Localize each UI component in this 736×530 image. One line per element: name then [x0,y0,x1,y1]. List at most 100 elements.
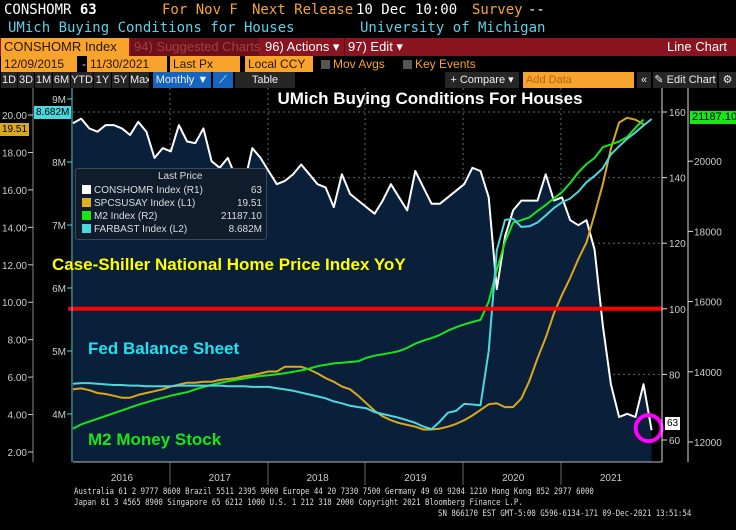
checkbox-icon [321,60,330,69]
r1-tick-label: 140 [669,174,686,185]
series-line-conshomr [72,117,653,431]
legend-item: FARBAST Index (L2) 8.682M [82,224,262,236]
survey-label: Survey [472,2,523,18]
date-range-bar: 12/09/2015 - 11/30/2021 Last Px Local CC… [0,56,736,72]
x-tick-label: 2020 [502,473,525,484]
legend-series-name: M2 Index (R2) [94,211,158,222]
footer-session: SN 866170 EST GMT-5:00 G596-6134-171 09-… [438,509,692,519]
l2-tick-label: 7M [52,221,66,232]
l1-tick-label: 12.00 [2,261,27,272]
legend-series-value: 21187.10 [221,211,262,222]
ticker: CONSHOMR [4,2,72,18]
collapse-button[interactable]: « [637,72,651,88]
next-release-date: 10 Dec 10:00 [356,2,458,18]
chart-type-label: Line Chart [667,39,727,54]
series-line-m2 [72,118,645,430]
x-tick-label: 2019 [404,473,427,484]
compare-button[interactable]: + Compare ▾ [445,72,519,88]
l2-tick-label: 8M [52,158,66,169]
ticker-value: 63 [79,2,97,18]
x-tick-label: 2016 [111,473,134,484]
checkbox-icon [403,60,412,69]
legend-item: CONSHOMR Index (R1) 63 [82,185,262,197]
r2-tick-label: 18000 [694,227,722,238]
edit-chart-button[interactable]: ✎ Edit Chart [653,72,717,88]
l1-tick-label: 2.00 [8,448,28,459]
legend-swatch [82,185,91,194]
r2-tick-label: 16000 [694,298,722,309]
period-button-max[interactable]: Max [130,72,149,88]
r1-tick-label: 80 [669,370,681,381]
period-button-1y[interactable]: 1Y [94,72,111,88]
period-button-1d[interactable]: 1D [1,72,17,88]
r2-tick-label: 12000 [694,438,722,449]
series-source: University of Michigan [360,20,546,36]
legend-item: M2 Index (R2) 21187.10 [82,211,262,223]
r1-tick-label: 160 [669,108,686,119]
l1-tick-label: 6.00 [8,373,28,384]
x-tick-label: 2021 [600,473,623,484]
legend-series-value: 8.682M [228,224,262,235]
suggested-charts-button[interactable]: 94) Suggested Charts [131,38,260,56]
survey-value: -- [528,2,545,18]
l1-tick-label: 18.00 [2,148,27,159]
mov-avgs-label: Mov Avgs [333,57,385,71]
l2-tick-label: 5M [52,347,66,358]
key-events-checkbox[interactable]: Key Events [400,56,479,72]
footer-contacts-2: Japan 81 3 4565 8900 Singapore 65 6212 1… [74,498,523,508]
period-button-5y[interactable]: 5Y [112,72,129,88]
legend-item: SPCSUSAY Index (L1) 19.51 [82,198,262,210]
field-select[interactable]: Last Px [170,56,240,72]
r1-tick-label: 100 [669,305,686,316]
series-line-farbast [72,118,653,431]
period-button-3d[interactable]: 3D [18,72,34,88]
line-chart-icon[interactable]: ⟋ [213,72,233,88]
currency-select[interactable]: Local CCY [245,56,313,72]
x-tick-label: 2018 [306,473,329,484]
mov-avgs-checkbox[interactable]: Mov Avgs [318,56,388,72]
annotation-m2: M2 Money Stock [88,430,222,449]
l1-tick-label: 8.00 [8,336,28,347]
annotation-fed-balance-sheet: Fed Balance Sheet [88,339,240,358]
legend-series-value: 19.51 [236,198,262,209]
security-field[interactable]: CONSHOMR Index [1,38,129,56]
l1-tick-label: 20.00 [2,111,27,122]
footer-contacts-1: Australia 61 2 9777 8600 Brazil 5511 239… [74,487,594,497]
period-button-6m[interactable]: 6M [53,72,70,88]
chart-title: UMich Buying Conditions For Houses [277,89,582,108]
l2-tick-label: 6M [52,284,66,295]
annotation-case-shiller: Case-Shiller National Home Price Index Y… [52,255,406,274]
legend: Last Price CONSHOMR Index (R1) 63 SPCSUSAY… [75,168,267,240]
edit-menu[interactable]: 97) Edit ▾ [344,38,404,56]
start-date-input[interactable]: 12/09/2015 [1,56,77,72]
release-period: For Nov F [162,2,238,18]
x-tick-label: 2017 [209,473,232,484]
add-data-input[interactable]: Add Data [523,72,634,88]
actions-menu[interactable]: 96) Actions ▾ [265,39,340,54]
legend-title: Last Price [158,171,203,182]
r1-last-value-tag: 63 [665,417,681,430]
r1-tick-label: 60 [669,436,681,447]
legend-series-value: 63 [250,185,262,196]
frequency-select[interactable]: Monthly ▼ [153,72,211,88]
range-separator: - [82,57,86,71]
key-events-label: Key Events [415,57,476,71]
l2-tick-label: 9M [52,95,66,106]
legend-series-name: SPCSUSAY Index (L1) [94,198,196,209]
r2-tick-label: 20000 [694,157,722,168]
period-button-ytd[interactable]: YTD [71,72,93,88]
l1-tick-label: 10.00 [2,298,27,309]
table-button[interactable]: Table [235,72,295,88]
settings-gear-icon[interactable]: ⚙ [719,72,736,88]
series-line-spcsusay [72,116,644,431]
command-bar: CONSHOMR Index 94) Suggested Charts 96) … [0,38,736,56]
series-description: UMich Buying Conditions for Houses [8,20,295,36]
r2-tick-label: 14000 [694,368,722,379]
legend-series-name: FARBAST Index (L2) [94,224,188,235]
ticker-header: CONSHOMR 63 [4,2,97,18]
period-button-1m[interactable]: 1M [35,72,52,88]
end-date-input[interactable]: 11/30/2021 [87,56,167,72]
l1-tick-label: 4.00 [8,411,28,422]
r2-last-value-tag: 21187.10 [690,111,736,124]
